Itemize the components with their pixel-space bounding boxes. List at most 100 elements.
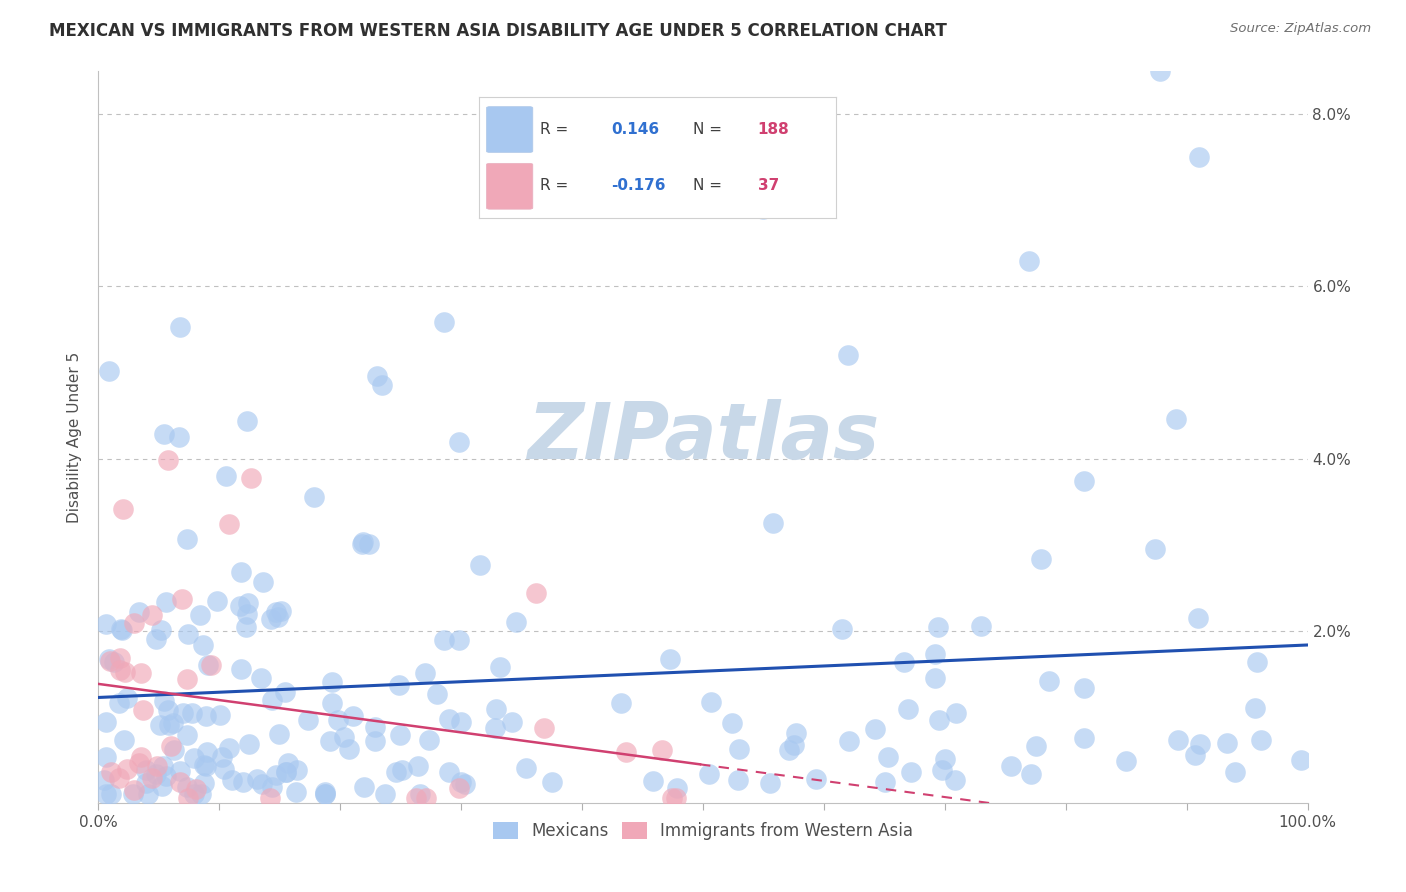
Point (1115, 754, 1137, 768)
Point (353, 780, 375, 794)
Point (297, 713, 319, 727)
Point (167, 430, 190, 444)
Point (200, 657, 222, 672)
Point (928, 713, 950, 727)
Point (321, 675, 343, 690)
Point (447, 633, 470, 648)
Point (357, 537, 380, 551)
Point (1216, 735, 1239, 749)
Point (103, 655, 125, 669)
Point (970, 619, 993, 633)
Point (778, 743, 800, 757)
Point (94, 787, 117, 801)
Point (260, 612, 283, 626)
Point (110, 622, 132, 636)
Point (450, 775, 472, 789)
Point (314, 787, 336, 801)
Point (374, 787, 396, 801)
Point (208, 707, 231, 722)
Text: Source: ZipAtlas.com: Source: ZipAtlas.com (1230, 22, 1371, 36)
Point (112, 732, 135, 747)
Point (94, 714, 117, 729)
Point (229, 565, 252, 579)
Point (236, 596, 259, 610)
Point (405, 791, 427, 805)
Point (1031, 552, 1053, 566)
Point (259, 791, 281, 805)
Point (211, 750, 233, 764)
Point (415, 666, 437, 681)
Point (274, 764, 297, 779)
Point (931, 764, 953, 778)
Point (172, 706, 194, 720)
Point (115, 762, 138, 776)
Point (337, 741, 360, 756)
Point (188, 607, 211, 622)
Point (108, 772, 131, 786)
Point (785, 726, 807, 740)
Point (191, 638, 214, 652)
Point (108, 651, 131, 665)
Point (250, 776, 273, 790)
Point (229, 599, 252, 614)
Point (614, 745, 637, 759)
Point (267, 727, 290, 741)
Point (277, 756, 299, 770)
Point (252, 574, 274, 589)
Point (135, 763, 157, 777)
Point (666, 780, 689, 795)
Point (145, 767, 167, 781)
Point (450, 714, 472, 729)
Point (541, 775, 564, 789)
Point (875, 775, 897, 789)
Text: ZIPatlas: ZIPatlas (527, 399, 879, 475)
Point (1291, 753, 1313, 767)
Point (98, 651, 121, 665)
Point (232, 775, 254, 789)
Point (470, 558, 492, 572)
Point (1167, 732, 1189, 747)
Point (184, 781, 207, 796)
Point (426, 687, 449, 701)
Point (152, 694, 174, 708)
Point (1187, 611, 1209, 625)
Point (150, 623, 173, 637)
Point (1188, 737, 1211, 751)
Point (1246, 655, 1268, 669)
Point (285, 785, 308, 799)
Point (169, 775, 191, 789)
Point (93, 772, 115, 787)
Point (342, 709, 364, 723)
Point (238, 737, 260, 751)
Point (350, 537, 373, 551)
Point (128, 605, 150, 619)
Point (162, 716, 184, 731)
Point (1073, 731, 1095, 745)
Point (609, 696, 631, 710)
Point (408, 787, 430, 801)
Point (240, 470, 263, 484)
Point (141, 608, 163, 623)
Point (658, 652, 681, 666)
Point (863, 722, 886, 736)
Point (177, 626, 200, 640)
Point (943, 773, 966, 788)
Point (111, 502, 134, 516)
Point (236, 414, 259, 428)
Point (145, 632, 167, 646)
Point (190, 787, 212, 801)
Point (927, 620, 949, 634)
Text: MEXICAN VS IMMIGRANTS FROM WESTERN ASIA DISABILITY AGE UNDER 5 CORRELATION CHART: MEXICAN VS IMMIGRANTS FROM WESTERN ASIA … (49, 22, 948, 40)
Point (262, 780, 284, 794)
Point (177, 791, 200, 805)
Point (110, 624, 132, 638)
Point (924, 671, 946, 685)
Point (115, 691, 138, 706)
Point (236, 607, 259, 622)
Point (274, 685, 297, 699)
Point (1244, 701, 1267, 715)
Point (389, 728, 412, 742)
Point (169, 764, 191, 779)
Point (156, 703, 179, 717)
Point (212, 762, 235, 776)
